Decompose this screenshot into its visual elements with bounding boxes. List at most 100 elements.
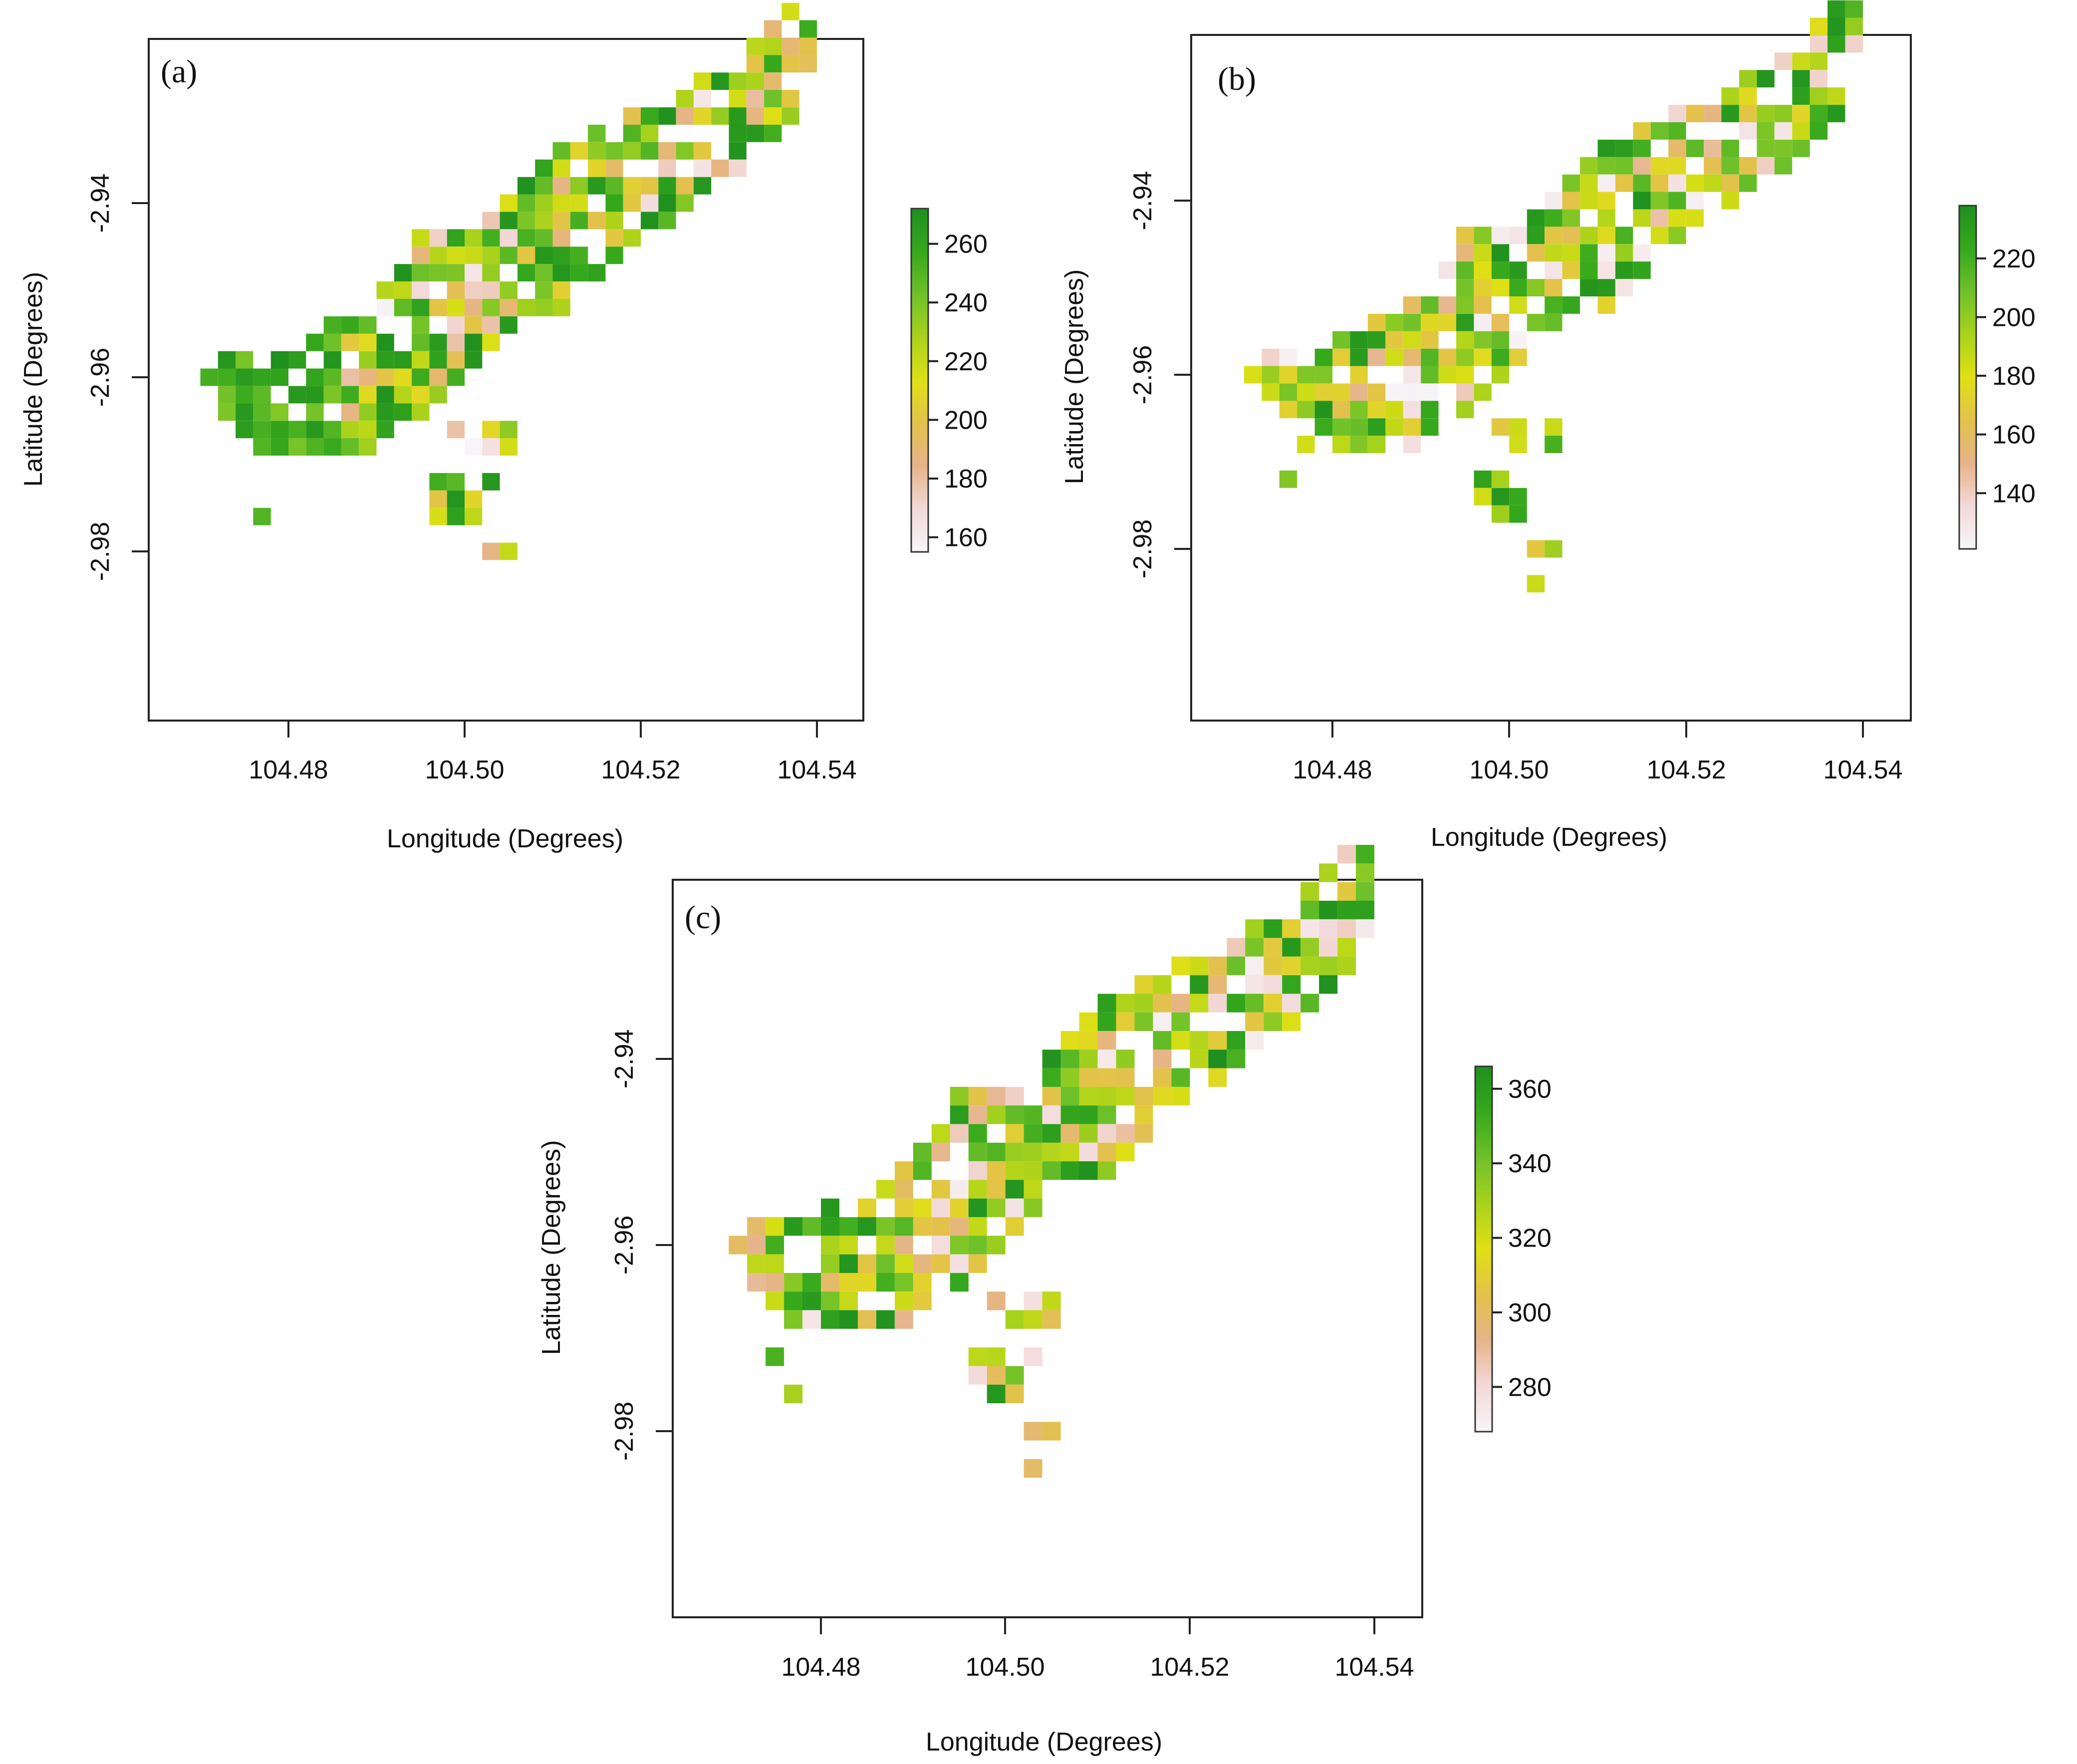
heatmap-cell [1264, 994, 1283, 1012]
heatmap-cell [1332, 401, 1350, 419]
heatmap-cell [535, 298, 553, 316]
heatmap-cell [570, 177, 588, 195]
heatmap-cell [1491, 366, 1510, 384]
heatmap-cell [552, 194, 570, 212]
heatmap-cell [306, 403, 324, 421]
colorbar-tick-label: 200 [1992, 303, 2036, 332]
heatmap-cell [1079, 1049, 1098, 1068]
heatmap-cell [429, 333, 447, 351]
heatmap-cell [1774, 139, 1793, 157]
heatmap-cell [482, 298, 500, 316]
heatmap-cell [766, 1217, 784, 1236]
heatmap-cell [1060, 1068, 1079, 1087]
heatmap-cell [465, 264, 483, 281]
heatmap-cell [1097, 1068, 1116, 1087]
heatmap-cell [1421, 348, 1439, 366]
heatmap-cell [1264, 1012, 1283, 1031]
heatmap-cell [821, 1291, 839, 1310]
x-tick-label-c-2: 104.52 [1150, 1653, 1229, 1682]
heatmap-cell [802, 1291, 821, 1310]
heatmap-cell [1509, 279, 1527, 296]
heatmap-cell [1350, 436, 1368, 453]
heatmap-cell [1350, 418, 1368, 436]
heatmap-cell [641, 177, 659, 195]
heatmap-cell [1474, 279, 1492, 296]
heatmap-cell [799, 37, 817, 55]
heatmap-cell [465, 316, 483, 334]
heatmap-cell [1545, 192, 1562, 210]
heatmap-cell [1024, 1422, 1042, 1441]
heatmap-cell [1005, 1161, 1024, 1180]
heatmap-cell [1134, 1124, 1153, 1143]
heatmap-cell [1005, 1142, 1024, 1162]
heatmap-cell [729, 159, 747, 177]
heatmap-cell [394, 264, 412, 281]
heatmap-cell [1350, 401, 1368, 419]
heatmap-cell [764, 20, 782, 38]
heatmap-cell [1367, 313, 1386, 331]
heatmap-cell [764, 90, 782, 107]
heatmap-cell [1668, 227, 1686, 245]
heatmap-cell [1171, 956, 1190, 976]
heatmap-cell [394, 351, 412, 369]
heatmap-cell [447, 421, 465, 439]
heatmap-cell [1474, 488, 1492, 505]
heatmap-cell [1190, 1031, 1209, 1050]
heatmap-cell [482, 421, 500, 439]
heatmap-cell [987, 1366, 1006, 1385]
heatmap-cell [784, 1291, 803, 1310]
heatmap-cell [1633, 139, 1651, 157]
heatmap-cell [1545, 261, 1562, 279]
heatmap-cell [894, 1291, 913, 1310]
heatmap-cell [1686, 209, 1704, 227]
heatmap-cell [465, 298, 483, 316]
heatmap-cell [1042, 1105, 1061, 1124]
heatmap-cell [693, 72, 712, 90]
heatmap-cell [1792, 122, 1810, 140]
heatmap-cell [482, 247, 500, 264]
heatmap-cell [1545, 244, 1562, 262]
heatmap-cell [711, 72, 729, 90]
x-axis-title-a: Longitude (Degrees) [387, 824, 623, 853]
heatmap-cell [799, 55, 817, 73]
heatmap-cell [1633, 261, 1651, 279]
heatmap-cell [1633, 192, 1651, 210]
heatmap-cell [1245, 1012, 1264, 1031]
heatmap-cell [1337, 882, 1356, 901]
heatmap-cell [1757, 105, 1775, 122]
heatmap-cell [341, 386, 359, 404]
heatmap-cell [517, 247, 535, 264]
heatmap-cell [1282, 1012, 1301, 1031]
heatmap-cell [465, 490, 483, 508]
heatmap-cell [950, 1273, 969, 1292]
heatmap-cell [447, 507, 465, 525]
heatmap-cell [465, 247, 483, 264]
heatmap-cell [987, 1087, 1006, 1106]
heatmap-cell [1438, 261, 1456, 279]
heatmap-cell [839, 1273, 858, 1292]
heatmap-cell [931, 1124, 950, 1143]
heatmap-cell [1686, 105, 1704, 122]
heatmap-cell [1116, 1087, 1135, 1106]
heatmap-cell [1562, 261, 1580, 279]
heatmap-cell [1024, 1310, 1042, 1329]
heatmap-cell [747, 1273, 766, 1292]
heatmap-cell [729, 1236, 748, 1255]
heatmap-cell [570, 212, 588, 230]
heatmap-cell [1116, 1049, 1135, 1068]
heatmap-cell [1005, 1087, 1024, 1106]
colorbar-tick-label: 320 [1508, 1224, 1552, 1253]
heatmap-cell [253, 386, 271, 404]
heatmap-cell [950, 1198, 969, 1218]
heatmap-cell [1597, 227, 1615, 245]
y-axis-title-b: Latitude (Degrees) [1060, 269, 1089, 485]
heatmap-cell [876, 1310, 895, 1329]
heatmap-cell [552, 142, 570, 160]
heatmap-cell [1474, 331, 1492, 349]
heatmap-cell [1474, 261, 1492, 279]
heatmap-cell [764, 124, 782, 142]
heatmap-cell [1615, 227, 1633, 245]
heatmap-cell [894, 1198, 913, 1218]
heatmap-cell [1385, 383, 1403, 401]
heatmap-cell [950, 1105, 969, 1124]
